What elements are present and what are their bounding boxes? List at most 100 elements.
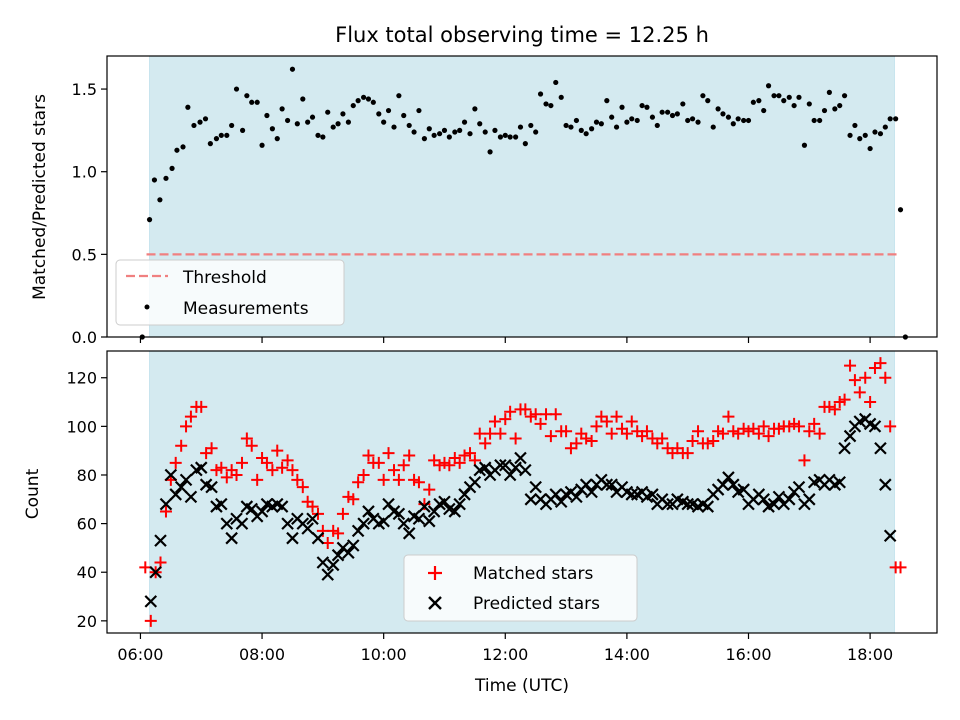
matched-star-point: [235, 456, 248, 469]
bottom-legend-box: [403, 554, 638, 622]
matched-star-point: [605, 427, 618, 440]
legend-threshold-label: Threshold: [182, 268, 267, 288]
matched-star-point: [808, 417, 821, 430]
measurement-point: [151, 177, 158, 183]
matched-star-point: [377, 473, 390, 486]
measurement-point: [320, 134, 326, 140]
y-tick-label: 1.5: [72, 80, 97, 99]
y-tick-label: 80: [77, 466, 97, 485]
predicted-star-point: [554, 495, 568, 509]
matched-star-point: [347, 493, 360, 506]
matched-star-point: [215, 461, 228, 474]
predicted-star-point: [661, 497, 674, 511]
measurement-point: [624, 119, 630, 125]
predicted-star-point: [868, 420, 882, 433]
top-legend-box: [115, 259, 345, 326]
matched-star-point: [504, 405, 517, 418]
measurement-point: [487, 149, 493, 155]
chart-title: Flux total observing time = 12.25 h: [335, 23, 709, 47]
matched-star-point: [874, 357, 887, 370]
predicted-star-point: [585, 485, 598, 499]
measurement-point: [401, 112, 407, 119]
bottom-x-axis: 06:00 08:00 10:00 12:00 14:00 16:00 18:00: [117, 633, 893, 664]
top-panel-frame: [106, 55, 938, 338]
measurement-point: [396, 93, 402, 99]
matched-star-point: [692, 425, 705, 438]
top-x-axis: [139, 337, 871, 343]
matched-star-point: [175, 439, 188, 452]
predicted-star-point: [402, 527, 416, 540]
predicted-star-point: [767, 497, 781, 511]
predicted-star-point: [255, 505, 269, 518]
matched-star-point: [336, 507, 349, 520]
measurement-point: [548, 102, 554, 109]
measurement-point: [649, 114, 656, 120]
predicted-star-point: [843, 429, 857, 443]
matched-star-point: [357, 468, 370, 481]
predicted-star-point: [149, 565, 162, 579]
measurement-point: [233, 86, 240, 92]
matched-star-point: [271, 444, 284, 457]
predicted-star-point: [833, 475, 846, 489]
measurement-point: [517, 124, 524, 130]
measurement-point: [522, 141, 528, 147]
measurement-point: [806, 101, 812, 107]
predicted-star-point: [159, 497, 173, 511]
predicted-star-point: [716, 478, 730, 491]
measurement-point: [654, 122, 660, 129]
top-measurements: [139, 66, 908, 340]
matched-star-point: [220, 471, 233, 484]
predicted-star-point: [625, 488, 639, 501]
measurement-point: [659, 109, 665, 115]
measurement-point: [376, 111, 382, 117]
predicted-star-point: [306, 512, 319, 526]
matched-star-point: [286, 464, 299, 477]
predicted-star-point: [194, 461, 208, 474]
measurement-point: [867, 145, 873, 152]
measurement-point: [249, 99, 255, 105]
matched-star-point: [494, 427, 507, 440]
matched-star-point: [864, 396, 877, 409]
predicted-star-point: [605, 478, 618, 491]
predicted-star-point: [326, 558, 340, 572]
matched-star-point: [844, 359, 857, 372]
measurement-point: [340, 111, 346, 117]
legend-measurements-swatch: [144, 304, 150, 310]
matched-star-point: [306, 500, 319, 513]
measurement-point: [284, 117, 291, 124]
measurement-point: [457, 127, 463, 133]
bottom-panel: 20 40 60 80 100 120 06:00 08:00 10:00 12:00 14:00…: [23, 350, 938, 696]
legend-matched-label: Matched stars: [473, 564, 593, 584]
predicted-star-point: [351, 524, 365, 538]
predicted-star-point: [549, 488, 563, 501]
predicted-star-point: [883, 529, 897, 543]
predicted-star-point: [458, 488, 471, 501]
matched-star-point: [590, 420, 603, 433]
x-tick-label: 08:00: [239, 645, 285, 664]
x-tick-label: 06:00: [117, 645, 163, 664]
matched-star-point: [894, 561, 907, 574]
matched-star-point: [625, 415, 638, 428]
measurement-point: [710, 124, 716, 130]
predicted-star-point: [377, 514, 390, 528]
predicted-star-point: [509, 461, 522, 474]
predicted-star-point: [757, 493, 770, 506]
x-axis-label: Time (UTC): [474, 676, 569, 696]
measurement-point: [705, 98, 711, 104]
predicted-star-point: [519, 463, 532, 477]
measurement-point: [264, 112, 270, 119]
legend-matched-swatch: [428, 566, 442, 580]
measurement-point: [573, 117, 580, 124]
measurement-point: [771, 93, 777, 99]
measurement-point: [207, 141, 213, 147]
measurement-point: [847, 132, 853, 138]
measurement-point: [528, 122, 534, 129]
matched-star-point: [544, 430, 557, 443]
predicted-star-point: [782, 493, 796, 506]
measurement-point: [416, 107, 422, 114]
measurement-point: [174, 147, 180, 153]
measurement-point: [553, 79, 559, 86]
measurement-point: [497, 134, 504, 140]
predicted-star-point: [179, 473, 193, 487]
